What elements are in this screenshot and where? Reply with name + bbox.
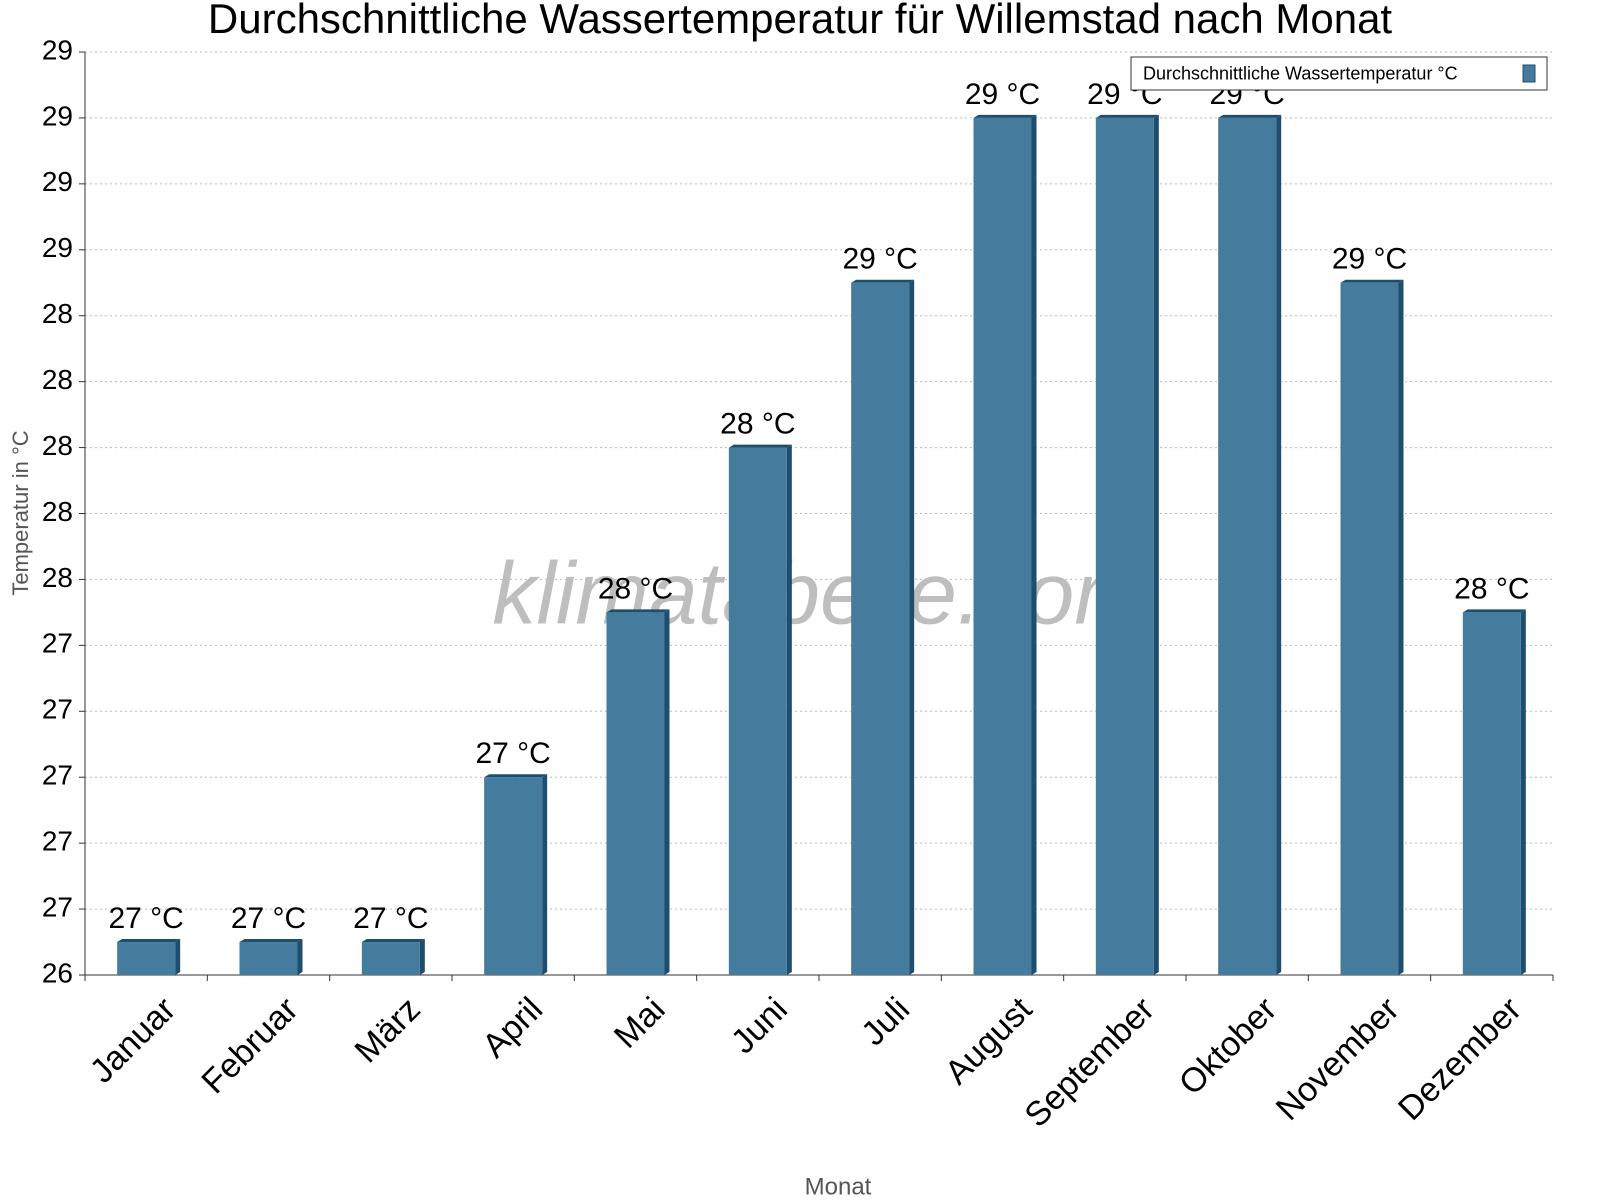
y-tick-label: 29 bbox=[42, 232, 73, 263]
y-axis-title: Temperatur in °C bbox=[8, 430, 33, 595]
bar bbox=[1095, 117, 1154, 975]
x-tick-label: Januar bbox=[83, 990, 183, 1090]
bar-top bbox=[1095, 114, 1159, 118]
y-tick-label: 28 bbox=[42, 364, 73, 395]
data-label: 27 °C bbox=[353, 902, 428, 935]
data-label: 27 °C bbox=[475, 737, 550, 770]
data-label: 28 °C bbox=[720, 407, 795, 440]
bar-top bbox=[239, 939, 303, 943]
bar-top bbox=[117, 939, 181, 943]
bar-top bbox=[484, 774, 548, 778]
bar-side bbox=[175, 939, 181, 975]
bar bbox=[728, 447, 787, 976]
x-tick-label: Oktober bbox=[1172, 990, 1284, 1102]
bar bbox=[239, 942, 298, 975]
bar-side bbox=[786, 444, 792, 976]
bar-top bbox=[973, 114, 1037, 118]
watermark: klimatabelle.com bbox=[492, 543, 1147, 642]
bar-side bbox=[909, 279, 915, 975]
data-label: 27 °C bbox=[231, 902, 306, 935]
x-tick-label: November bbox=[1269, 990, 1407, 1128]
legend-box bbox=[1130, 56, 1548, 91]
y-tick-label: 29 bbox=[42, 34, 73, 65]
bar bbox=[117, 942, 176, 975]
y-tick-label: 28 bbox=[42, 496, 73, 527]
y-tick-label: 28 bbox=[42, 298, 73, 329]
y-tick-label: 26 bbox=[42, 957, 73, 988]
data-label: 29 °C bbox=[842, 243, 917, 276]
bar-side bbox=[1520, 609, 1526, 975]
bar bbox=[606, 612, 665, 975]
data-label: 29 °C bbox=[965, 78, 1040, 111]
bar-side bbox=[1276, 114, 1282, 975]
bar-top bbox=[1462, 609, 1526, 613]
bar-top bbox=[1340, 279, 1404, 283]
y-tick-label: 27 bbox=[42, 760, 73, 791]
legend-label: Durchschnittliche Wassertemperatur °C bbox=[1143, 63, 1458, 83]
x-tick-label: Februar bbox=[194, 990, 305, 1101]
x-tick-label: März bbox=[348, 990, 428, 1070]
data-label: 29 °C bbox=[1332, 243, 1407, 276]
bar-top bbox=[606, 609, 670, 613]
x-tick-label: Dezember bbox=[1391, 990, 1529, 1128]
y-tick-label: 27 bbox=[42, 628, 73, 659]
x-tick-label: Juli bbox=[854, 990, 917, 1053]
bar bbox=[1218, 117, 1277, 975]
bar bbox=[851, 282, 910, 975]
y-tick-label: 29 bbox=[42, 166, 73, 197]
x-tick-label: August bbox=[938, 990, 1040, 1092]
data-label: 28 °C bbox=[598, 572, 673, 605]
bar-side bbox=[1153, 114, 1159, 975]
x-tick-label: April bbox=[475, 990, 550, 1065]
bar-top bbox=[361, 939, 425, 943]
bar-top bbox=[851, 279, 915, 283]
y-tick-label: 27 bbox=[42, 826, 73, 857]
y-tick-label: 27 bbox=[42, 891, 73, 922]
bar bbox=[1340, 282, 1399, 975]
bar-side bbox=[1398, 279, 1404, 975]
y-tick-label: 28 bbox=[42, 562, 73, 593]
x-axis-title: Monat bbox=[805, 1173, 872, 1200]
chart-title: Durchschnittliche Wassertemperatur für W… bbox=[208, 0, 1393, 42]
bar-side bbox=[542, 774, 548, 975]
legend-swatch bbox=[1522, 64, 1536, 83]
bar-top bbox=[728, 444, 792, 448]
bar-top bbox=[1218, 114, 1282, 118]
y-tick-label: 29 bbox=[42, 100, 73, 131]
bar-side bbox=[1031, 114, 1037, 975]
bar bbox=[484, 777, 543, 975]
data-label: 27 °C bbox=[108, 902, 183, 935]
y-tick-label: 28 bbox=[42, 430, 73, 461]
x-tick-label: Mai bbox=[607, 990, 673, 1056]
x-tick-label: Juni bbox=[724, 990, 795, 1061]
bar bbox=[1462, 612, 1521, 975]
bar-side bbox=[419, 939, 425, 975]
data-label: 28 °C bbox=[1454, 572, 1529, 605]
bar bbox=[973, 117, 1032, 975]
bar-side bbox=[297, 939, 303, 975]
x-tick-label: September bbox=[1017, 990, 1161, 1134]
bar-side bbox=[664, 609, 670, 975]
y-tick-label: 27 bbox=[42, 694, 73, 725]
bar bbox=[361, 942, 420, 975]
